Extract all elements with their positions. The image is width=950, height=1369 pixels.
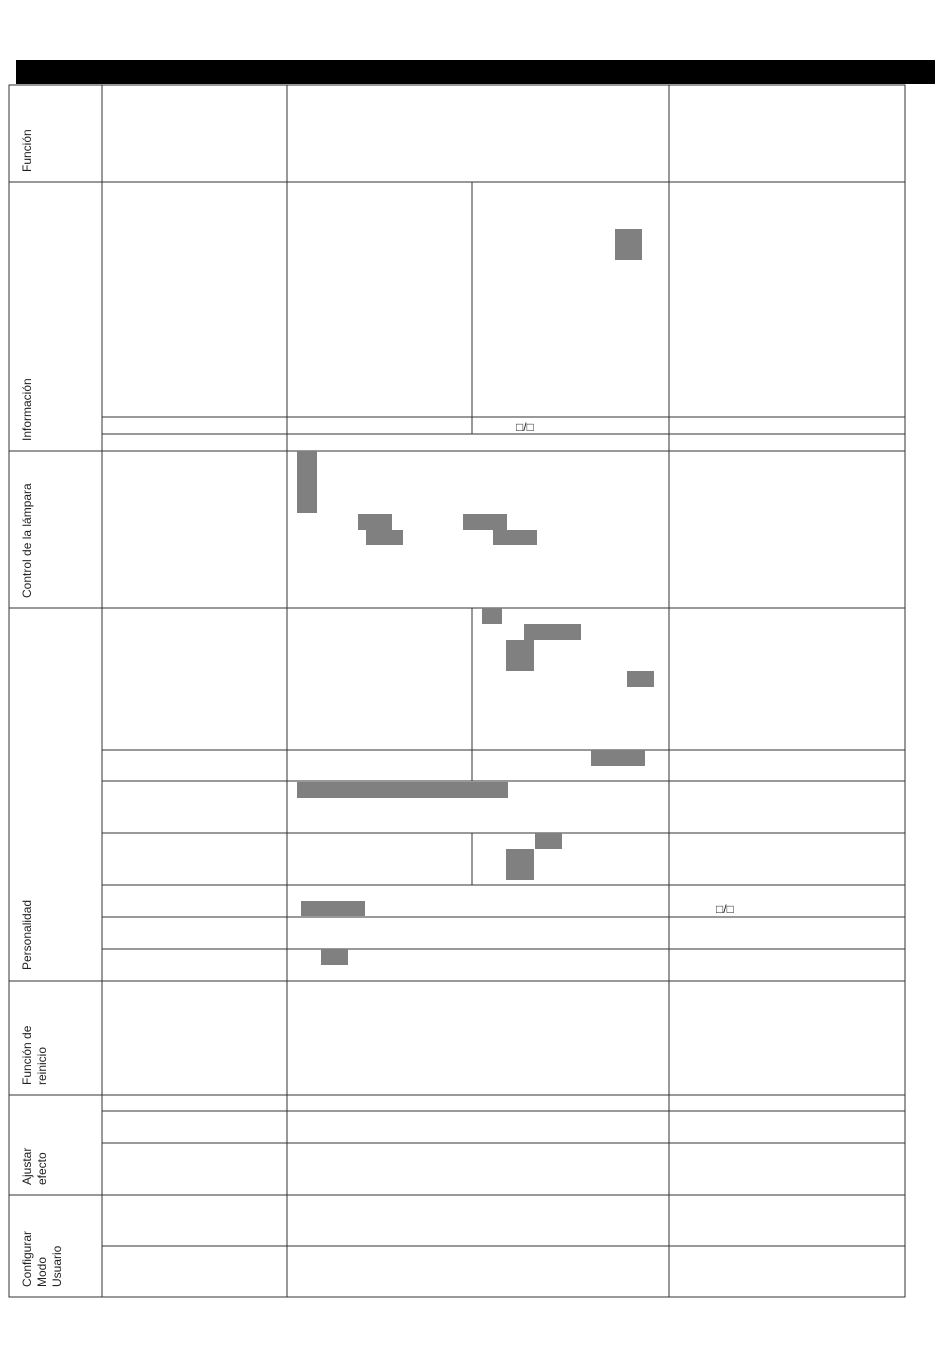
header-bar xyxy=(16,60,935,84)
section-label: efecto xyxy=(35,1152,49,1185)
redacted-blocks xyxy=(297,229,654,965)
section-label: Configurar xyxy=(20,1231,34,1287)
section-label: Función de xyxy=(20,1025,34,1085)
section-label: Control de la lámpara xyxy=(20,483,34,598)
symbol: □/□ xyxy=(716,902,734,916)
section-label: Usuario xyxy=(50,1245,64,1287)
section-label: reinicio xyxy=(35,1047,49,1085)
section-label: Personalidad xyxy=(20,900,34,970)
section-label: Modo xyxy=(35,1257,49,1287)
section-label: Ajustar xyxy=(20,1148,34,1185)
section-label: Información xyxy=(20,378,34,441)
table-grid xyxy=(8,84,906,1298)
section-labels: Función Información Control de la lámpara P… xyxy=(20,129,64,1287)
section-label: Función xyxy=(20,129,34,172)
symbol: □/□ xyxy=(516,420,534,434)
